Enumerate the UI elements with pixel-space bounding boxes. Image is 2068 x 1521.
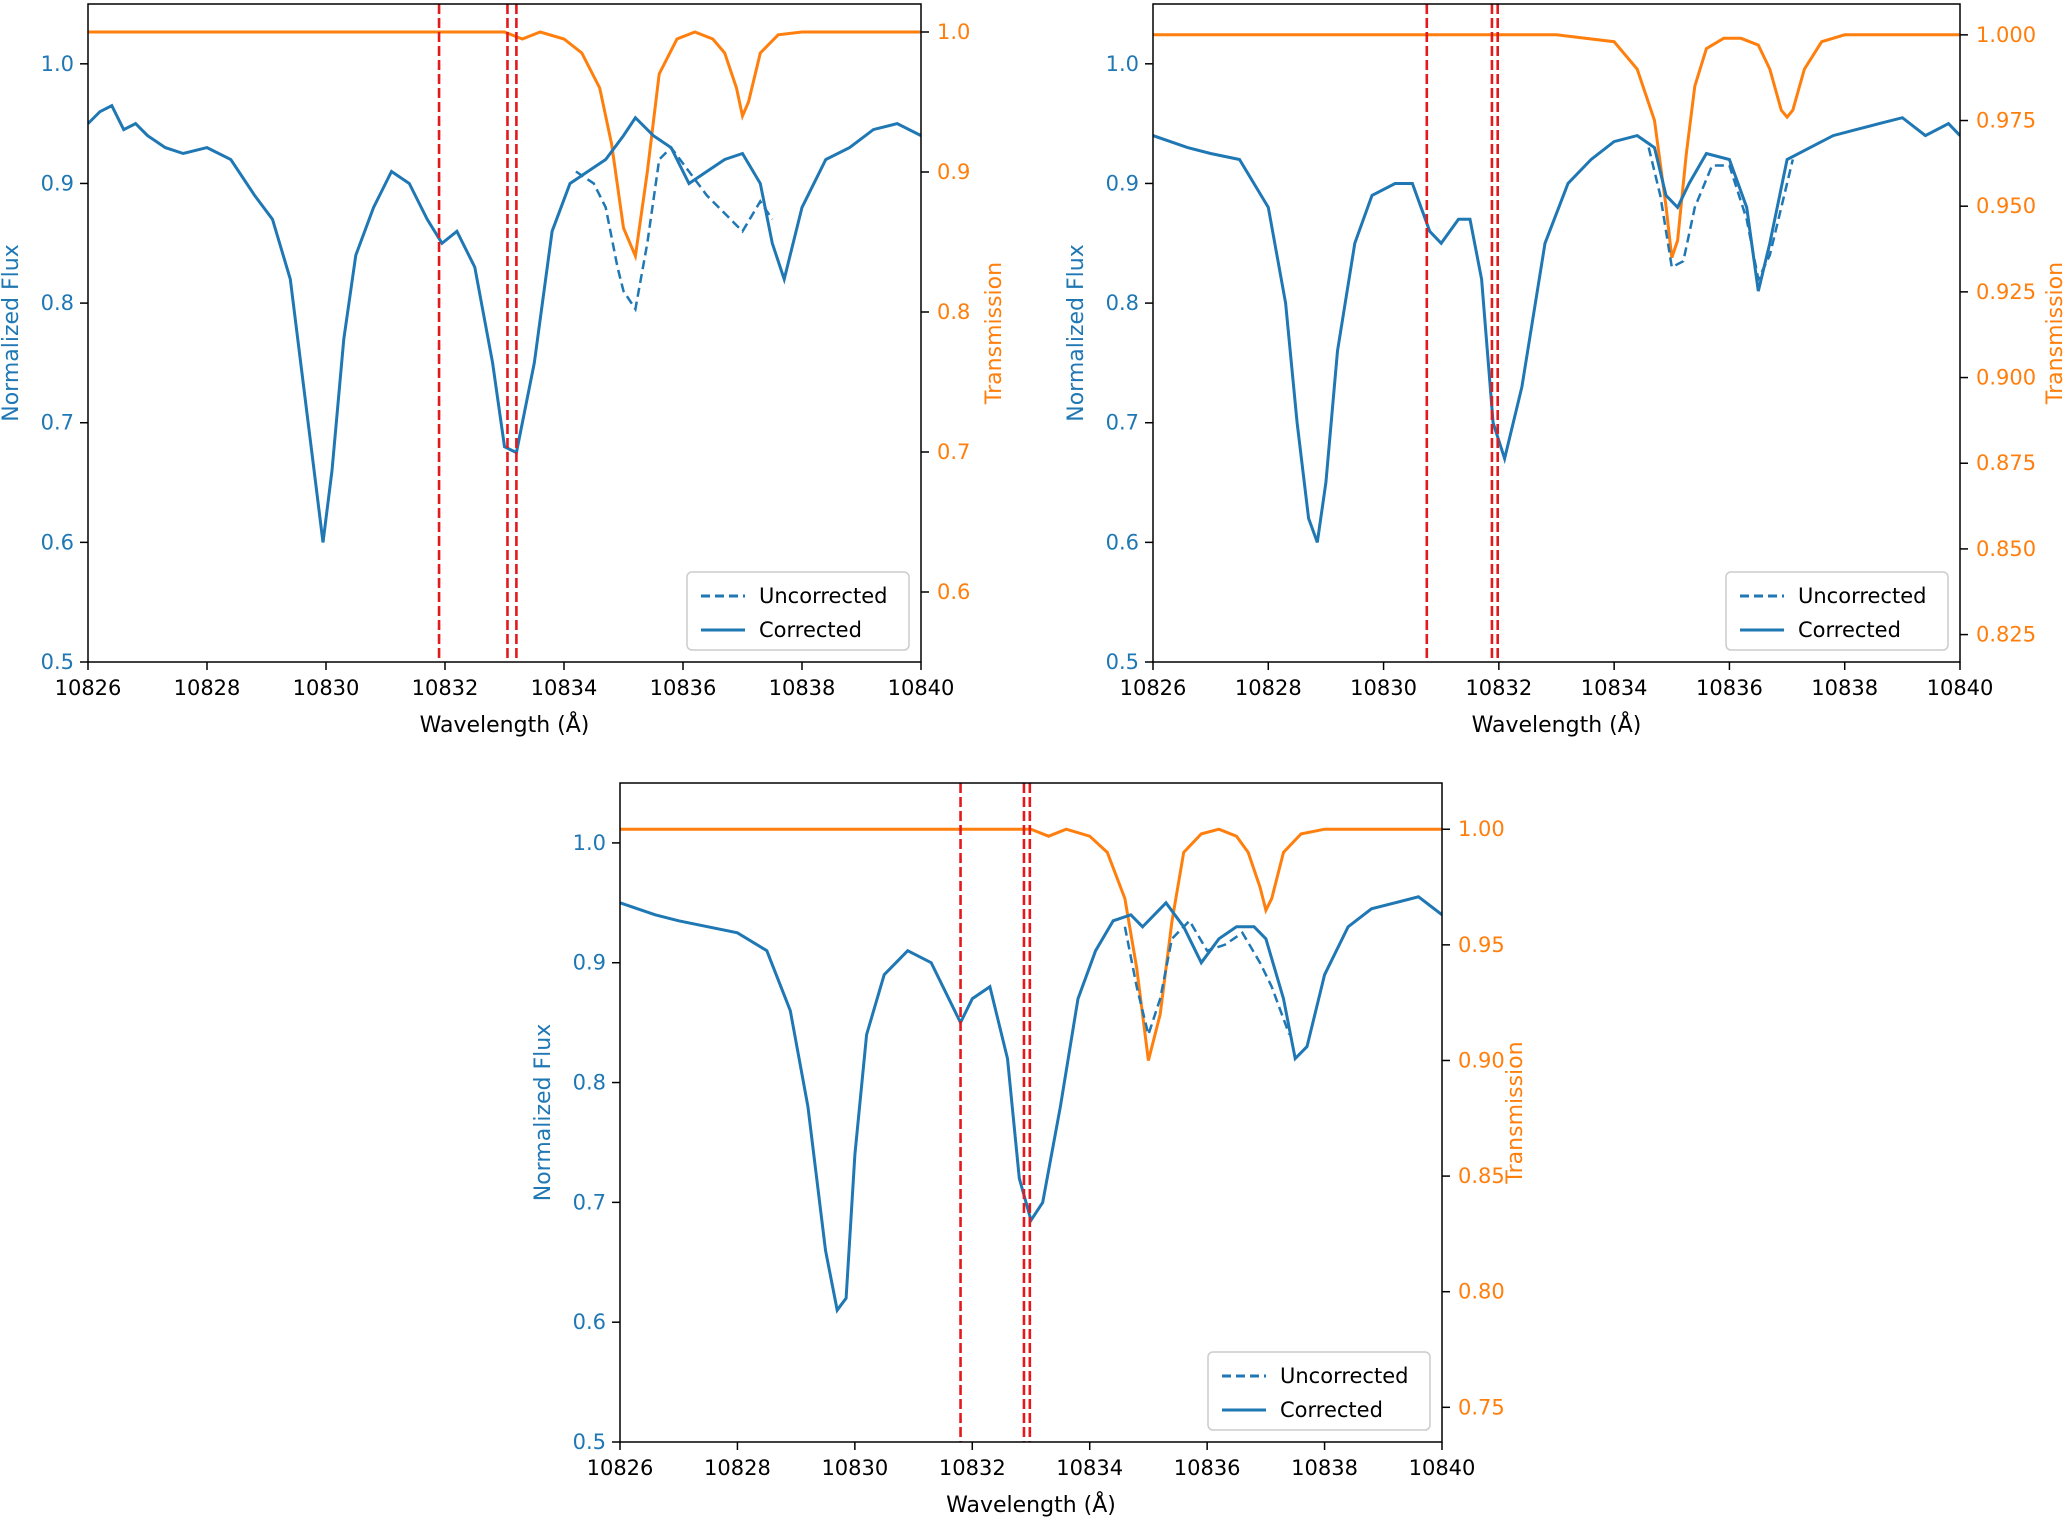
corrected-series-line: [88, 103, 921, 543]
plot-frame: [87, 3, 922, 663]
x-tick-label: 10830: [293, 676, 360, 700]
y-left-tick-label: 0.5: [41, 650, 74, 674]
x-tick-label: 10832: [1465, 676, 1532, 700]
x-tick-label: 10828: [174, 676, 241, 700]
x-tick-label: 10838: [769, 676, 836, 700]
y-right-tick-label: 0.950: [1976, 194, 2036, 218]
y-right-tick-label: 0.975: [1976, 109, 2036, 133]
y-left-tick-label: 1.0: [41, 52, 74, 76]
y-right-tick-label: 0.9: [937, 160, 970, 184]
y-right-tick-label: 0.8: [937, 300, 970, 324]
legend-label-corrected: Corrected: [759, 618, 862, 642]
x-tick-label: 10840: [1409, 1456, 1476, 1480]
uncorrected-series-line: [575, 145, 774, 313]
legend-label-corrected: Corrected: [1280, 1398, 1383, 1422]
corrected-series-line: [1153, 116, 1960, 543]
y-right-axis-label: Transmission: [2043, 262, 2068, 405]
x-tick-label: 10838: [1291, 1456, 1358, 1480]
y-left-tick-label: 0.5: [573, 1430, 606, 1454]
y-right-tick-label: 0.80: [1458, 1280, 1505, 1304]
x-tick-label: 10836: [650, 676, 717, 700]
y-right-tick-label: 0.85: [1458, 1164, 1505, 1188]
y-right-tick-label: 1.0: [937, 20, 970, 44]
x-tick-label: 10828: [1235, 676, 1302, 700]
x-tick-label: 10830: [821, 1456, 888, 1480]
y-left-tick-label: 0.6: [573, 1310, 606, 1334]
x-tick-label: 10834: [1056, 1456, 1123, 1480]
uncorrected-series-line: [1647, 147, 1795, 284]
x-tick-label: 10830: [1350, 676, 1417, 700]
y-right-tick-label: 0.7: [937, 440, 970, 464]
legend-label-corrected: Corrected: [1798, 618, 1901, 642]
uncorrected-series-line: [1123, 918, 1291, 1040]
y-left-axis-label: Normalized Flux: [531, 1024, 556, 1201]
x-axis-label: Wavelength (Å): [1472, 711, 1642, 738]
plot-frame: [619, 782, 1443, 1443]
y-left-tick-label: 0.5: [1106, 650, 1139, 674]
x-tick-label: 10834: [1581, 676, 1648, 700]
y-left-tick-label: 0.9: [573, 951, 606, 975]
y-left-tick-label: 0.8: [1106, 291, 1139, 315]
x-tick-label: 10832: [939, 1456, 1006, 1480]
y-left-tick-label: 0.7: [573, 1190, 606, 1214]
x-tick-label: 10826: [587, 1456, 654, 1480]
x-tick-label: 10826: [55, 676, 122, 700]
legend: Uncorrected Corrected: [1207, 1351, 1431, 1431]
y-right-tick-label: 0.95: [1458, 933, 1505, 957]
y-right-tick-label: 0.6: [937, 580, 970, 604]
y-left-axis-label: Normalized Flux: [1064, 244, 1089, 421]
x-tick-label: 10840: [888, 676, 955, 700]
x-tick-label: 10836: [1174, 1456, 1241, 1480]
y-left-tick-label: 0.7: [41, 411, 74, 435]
chart-panel-bottom: 10826 10828 10830 10832 10834 10836 10838 10840…: [531, 782, 1528, 1518]
x-axis-label: Wavelength (Å): [420, 711, 590, 738]
chart-panel-top-right: 10826 10828 10830 10832 10834 10836 10838 10840…: [1064, 3, 2068, 738]
x-tick-label: 10828: [704, 1456, 771, 1480]
y-left-tick-label: 0.6: [1106, 530, 1139, 554]
transmission-series-line: [620, 827, 1442, 1061]
y-left-tick-label: 0.8: [573, 1071, 606, 1095]
plot-frame: [1152, 3, 1961, 663]
y-right-tick-label: 0.900: [1976, 366, 2036, 390]
x-tick-label: 10826: [1120, 676, 1187, 700]
y-right-axis-label: Transmission: [982, 262, 1007, 405]
y-right-tick-label: 1.00: [1458, 817, 1505, 841]
legend-label-uncorrected: Uncorrected: [1798, 584, 1926, 608]
legend: Uncorrected Corrected: [686, 571, 910, 651]
x-axis-label: Wavelength (Å): [946, 1491, 1116, 1518]
x-tick-label: 10834: [531, 676, 598, 700]
y-right-tick-label: 0.825: [1976, 623, 2036, 647]
y-right-tick-label: 1.000: [1976, 23, 2036, 47]
y-left-tick-label: 0.9: [41, 171, 74, 195]
chart-panel-top-left: 10826 10828 10830 10832 10834 10836 10838 10840…: [0, 3, 1007, 738]
y-left-axis-label: Normalized Flux: [0, 244, 24, 421]
y-left-tick-label: 0.8: [41, 291, 74, 315]
x-tick-label: 10838: [1811, 676, 1878, 700]
y-right-axis-label: Transmission: [1503, 1041, 1528, 1184]
y-left-tick-label: 0.7: [1106, 411, 1139, 435]
y-right-tick-label: 0.925: [1976, 280, 2036, 304]
y-right-tick-label: 0.875: [1976, 451, 2036, 475]
corrected-series-line: [620, 895, 1442, 1314]
x-tick-label: 10836: [1696, 676, 1763, 700]
y-right-tick-label: 0.90: [1458, 1048, 1505, 1072]
y-left-tick-label: 1.0: [1106, 52, 1139, 76]
transmission-series-line: [88, 30, 921, 262]
y-left-tick-label: 0.9: [1106, 171, 1139, 195]
legend-label-uncorrected: Uncorrected: [759, 584, 887, 608]
legend: Uncorrected Corrected: [1725, 571, 1949, 651]
transmission-series-line: [1153, 33, 1960, 259]
y-left-tick-label: 1.0: [573, 831, 606, 855]
y-left-tick-label: 0.6: [41, 530, 74, 554]
x-tick-label: 10840: [1927, 676, 1994, 700]
y-right-tick-label: 0.75: [1458, 1395, 1505, 1419]
y-right-tick-label: 0.850: [1976, 537, 2036, 561]
legend-label-uncorrected: Uncorrected: [1280, 1364, 1408, 1388]
x-tick-label: 10832: [412, 676, 479, 700]
